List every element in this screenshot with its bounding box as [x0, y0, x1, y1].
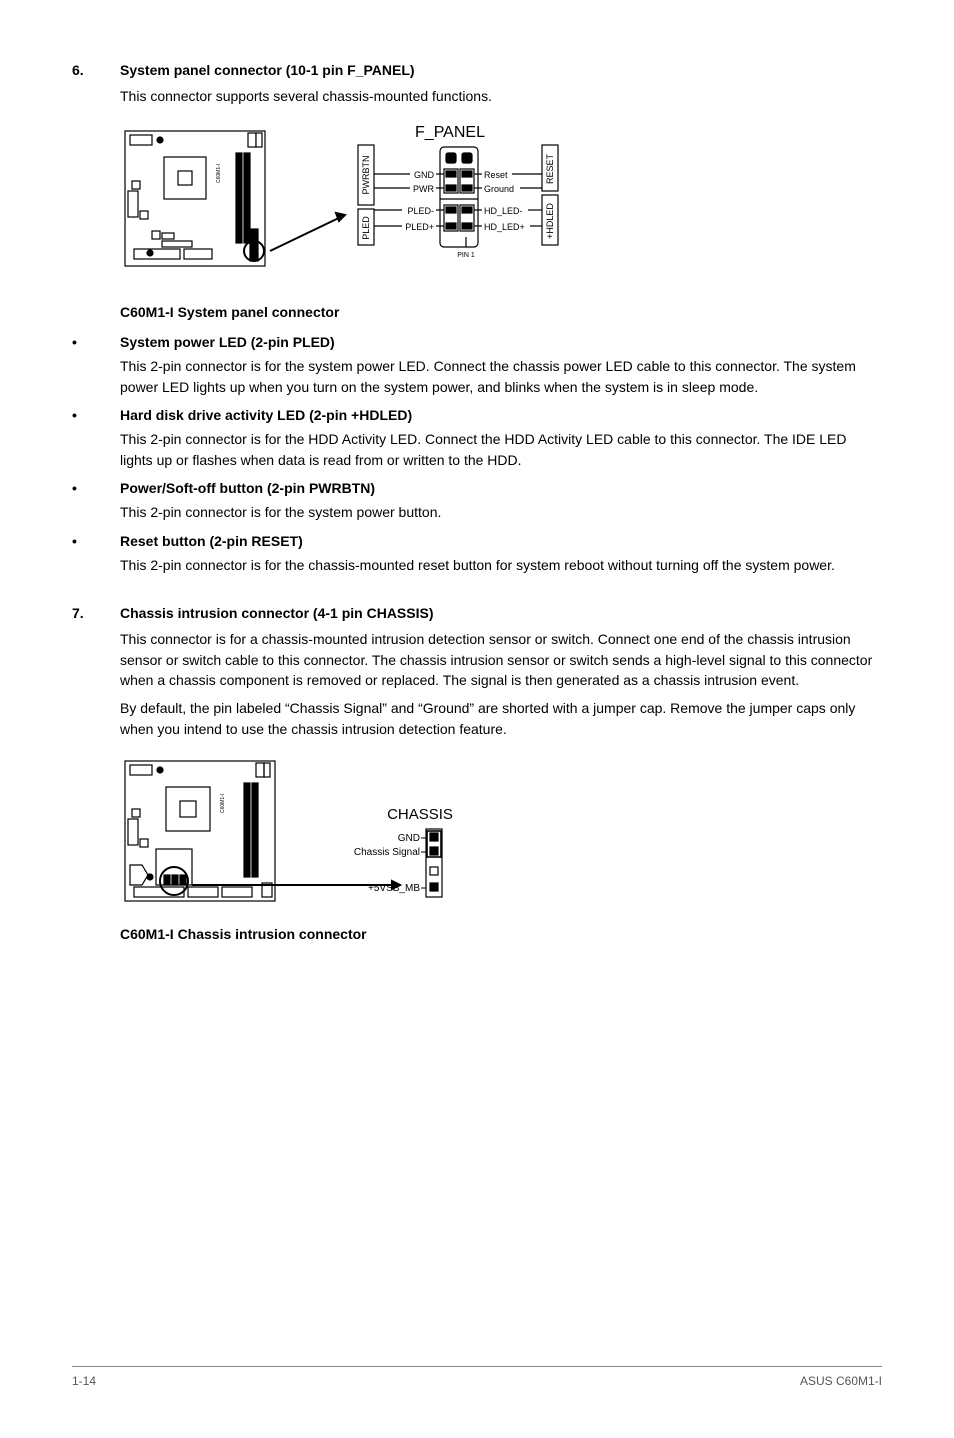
item-hdled: • Hard disk drive activity LED (2-pin +H…	[72, 405, 882, 425]
svg-text:PLED-: PLED-	[407, 206, 434, 216]
section7-p2: By default, the pin labeled “Chassis Sig…	[120, 698, 882, 739]
svg-text:F_PANEL: F_PANEL	[415, 124, 485, 141]
item-pwrbtn-body: This 2-pin connector is for the system p…	[120, 502, 882, 522]
footer-page-number: 1-14	[72, 1373, 96, 1390]
fpanel-diagram: C60M1-I F_PANEL	[120, 121, 882, 323]
item-pled-body: This 2-pin connector is for the system p…	[120, 356, 882, 397]
chassis-diagram: East C60M1-I	[120, 753, 882, 945]
section7-p1: This connector is for a chassis-mounted …	[120, 629, 882, 690]
svg-text:C60M1-I: C60M1-I	[216, 163, 222, 182]
item-reset-body: This 2-pin connector is for the chassis-…	[120, 555, 882, 575]
svg-text:HD_LED-: HD_LED-	[484, 206, 523, 216]
svg-text:PLED+: PLED+	[405, 222, 434, 232]
section6-title: System panel connector (10-1 pin F_PANEL…	[120, 60, 415, 80]
svg-text:PIN 1: PIN 1	[457, 252, 475, 259]
svg-text:CHASSIS: CHASSIS	[387, 806, 453, 823]
svg-text:+5VSB_MB: +5VSB_MB	[368, 883, 420, 894]
svg-text:PLED: PLED	[361, 215, 371, 239]
chassis-caption: C60M1-I Chassis intrusion connector	[120, 924, 882, 944]
section6-number: 6.	[72, 60, 120, 80]
item-reset: • Reset button (2-pin RESET)	[72, 531, 882, 551]
section7-number: 7.	[72, 603, 120, 623]
section7-heading: 7. Chassis intrusion connector (4-1 pin …	[72, 603, 882, 623]
section7-title: Chassis intrusion connector (4-1 pin CHA…	[120, 603, 434, 623]
item-pled-label: System power LED (2-pin PLED)	[120, 332, 335, 352]
item-hdled-label: Hard disk drive activity LED (2-pin +HDL…	[120, 405, 412, 425]
svg-text:Chassis Signal: Chassis Signal	[354, 847, 420, 858]
page-footer: 1-14 ASUS C60M1-I	[72, 1366, 882, 1390]
item-pled: • System power LED (2-pin PLED)	[72, 332, 882, 352]
section6-heading: 6. System panel connector (10-1 pin F_PA…	[72, 60, 882, 80]
svg-text:+HDLED: +HDLED	[545, 202, 555, 238]
section6-items: • System power LED (2-pin PLED) This 2-p…	[72, 332, 882, 575]
bullet: •	[72, 478, 120, 498]
svg-text:Reset: Reset	[484, 170, 508, 180]
fpanel-caption: C60M1-I System panel connector	[120, 302, 882, 322]
svg-text:Ground: Ground	[484, 184, 514, 194]
svg-text:C60M1-I: C60M1-I	[220, 794, 226, 813]
section6-intro: This connector supports several chassis-…	[120, 86, 882, 106]
item-pwrbtn: • Power/Soft-off button (2-pin PWRBTN)	[72, 478, 882, 498]
svg-text:GND: GND	[398, 833, 420, 844]
bullet: •	[72, 531, 120, 551]
bullet: •	[72, 332, 120, 352]
item-pwrbtn-label: Power/Soft-off button (2-pin PWRBTN)	[120, 478, 375, 498]
svg-text:GND: GND	[414, 170, 435, 180]
item-hdled-body: This 2-pin connector is for the HDD Acti…	[120, 429, 882, 470]
svg-text:RESET: RESET	[545, 153, 555, 184]
item-reset-label: Reset button (2-pin RESET)	[120, 531, 303, 551]
svg-text:PWR: PWR	[413, 184, 434, 194]
footer-product: ASUS C60M1-I	[800, 1373, 882, 1390]
bullet: •	[72, 405, 120, 425]
svg-text:HD_LED+: HD_LED+	[484, 222, 525, 232]
svg-text:PWRBTN: PWRBTN	[361, 155, 371, 194]
